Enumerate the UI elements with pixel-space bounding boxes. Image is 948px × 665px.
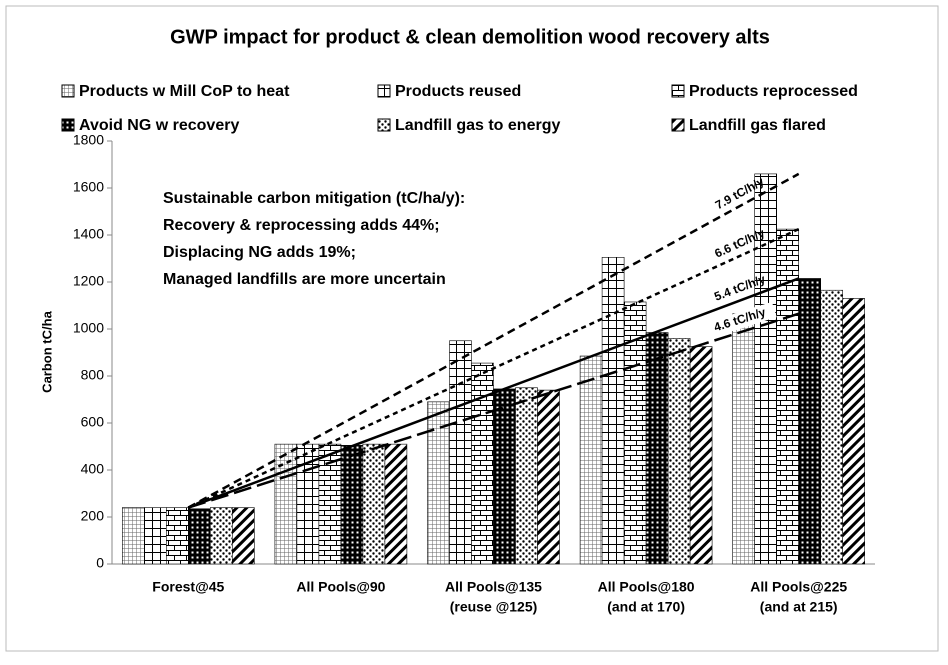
y-tick-label: 400 xyxy=(81,461,105,477)
annotation-line: Sustainable carbon mitigation (tC/ha/y): xyxy=(163,190,465,207)
legend-label: Avoid NG w recovery xyxy=(79,117,239,134)
x-tick-label: All Pools@225 xyxy=(750,579,847,595)
y-tick-label: 1000 xyxy=(73,320,104,336)
bar xyxy=(232,507,255,565)
legend-label: Products reused xyxy=(395,83,521,100)
y-tick-label: 0 xyxy=(96,555,104,571)
x-tick-label: All Pools@180 xyxy=(598,579,695,595)
bar xyxy=(210,507,233,565)
trend-line xyxy=(187,172,800,509)
bar xyxy=(645,332,669,565)
bar xyxy=(667,338,691,565)
legend-swatch xyxy=(377,118,391,132)
legend-swatch xyxy=(61,118,75,132)
bar xyxy=(732,313,756,565)
bar xyxy=(449,340,472,565)
legend-label: Products w Mill CoP to heat xyxy=(79,83,290,100)
bar xyxy=(493,388,516,565)
chart-title: GWP impact for product & clean demolitio… xyxy=(170,26,770,48)
bar xyxy=(689,346,713,565)
y-tick-label: 200 xyxy=(81,508,105,524)
legend: Products w Mill CoP to heat Products reus… xyxy=(61,83,858,134)
legend-label: Landfill gas to energy xyxy=(395,117,560,134)
y-tick-label: 600 xyxy=(81,414,105,430)
bar xyxy=(623,301,647,565)
trend-line xyxy=(187,277,800,509)
x-tick-label: (and at 215) xyxy=(760,599,838,615)
y-tick-label: 1800 xyxy=(73,132,104,148)
y-tick-label: 1200 xyxy=(73,273,104,289)
bar xyxy=(166,507,189,565)
bar xyxy=(579,355,603,565)
bar xyxy=(820,289,844,565)
legend-swatch xyxy=(377,84,391,98)
bar xyxy=(537,389,560,565)
x-tick-label: All Pools@90 xyxy=(296,579,385,595)
bar xyxy=(842,298,866,565)
y-axis-label: Carbon tC/ha xyxy=(39,310,54,392)
bar xyxy=(274,443,298,565)
bar xyxy=(515,387,538,565)
trend-line xyxy=(187,227,800,509)
y-tick-label: 1400 xyxy=(73,226,104,242)
annotation-line: Recovery & reprocessing adds 44%; xyxy=(163,217,440,234)
bar xyxy=(798,278,822,565)
legend-label: Landfill gas flared xyxy=(689,117,826,134)
bar xyxy=(384,443,408,565)
legend-label: Products reprocessed xyxy=(689,83,858,100)
legend-swatch xyxy=(61,84,75,98)
x-tick-label: Forest@45 xyxy=(152,579,224,595)
trend-label-bg xyxy=(703,301,777,339)
x-tick-label: (reuse @125) xyxy=(450,599,538,615)
y-tick-label: 1600 xyxy=(73,179,104,195)
annotation-line: Managed landfills are more uncertain xyxy=(163,271,446,288)
x-tick-label: All Pools@135 xyxy=(445,579,542,595)
bar xyxy=(122,507,145,565)
bar xyxy=(144,507,167,565)
y-tick-label: 800 xyxy=(81,367,105,383)
x-tick-label: (and at 170) xyxy=(607,599,685,615)
bar xyxy=(601,257,625,565)
bar xyxy=(188,508,211,565)
bar xyxy=(362,443,386,565)
legend-swatch xyxy=(671,118,685,132)
legend-swatch xyxy=(671,84,685,98)
bar xyxy=(340,445,364,565)
annotation-line: Displacing NG adds 19%; xyxy=(163,244,356,261)
trend-line xyxy=(187,312,800,509)
